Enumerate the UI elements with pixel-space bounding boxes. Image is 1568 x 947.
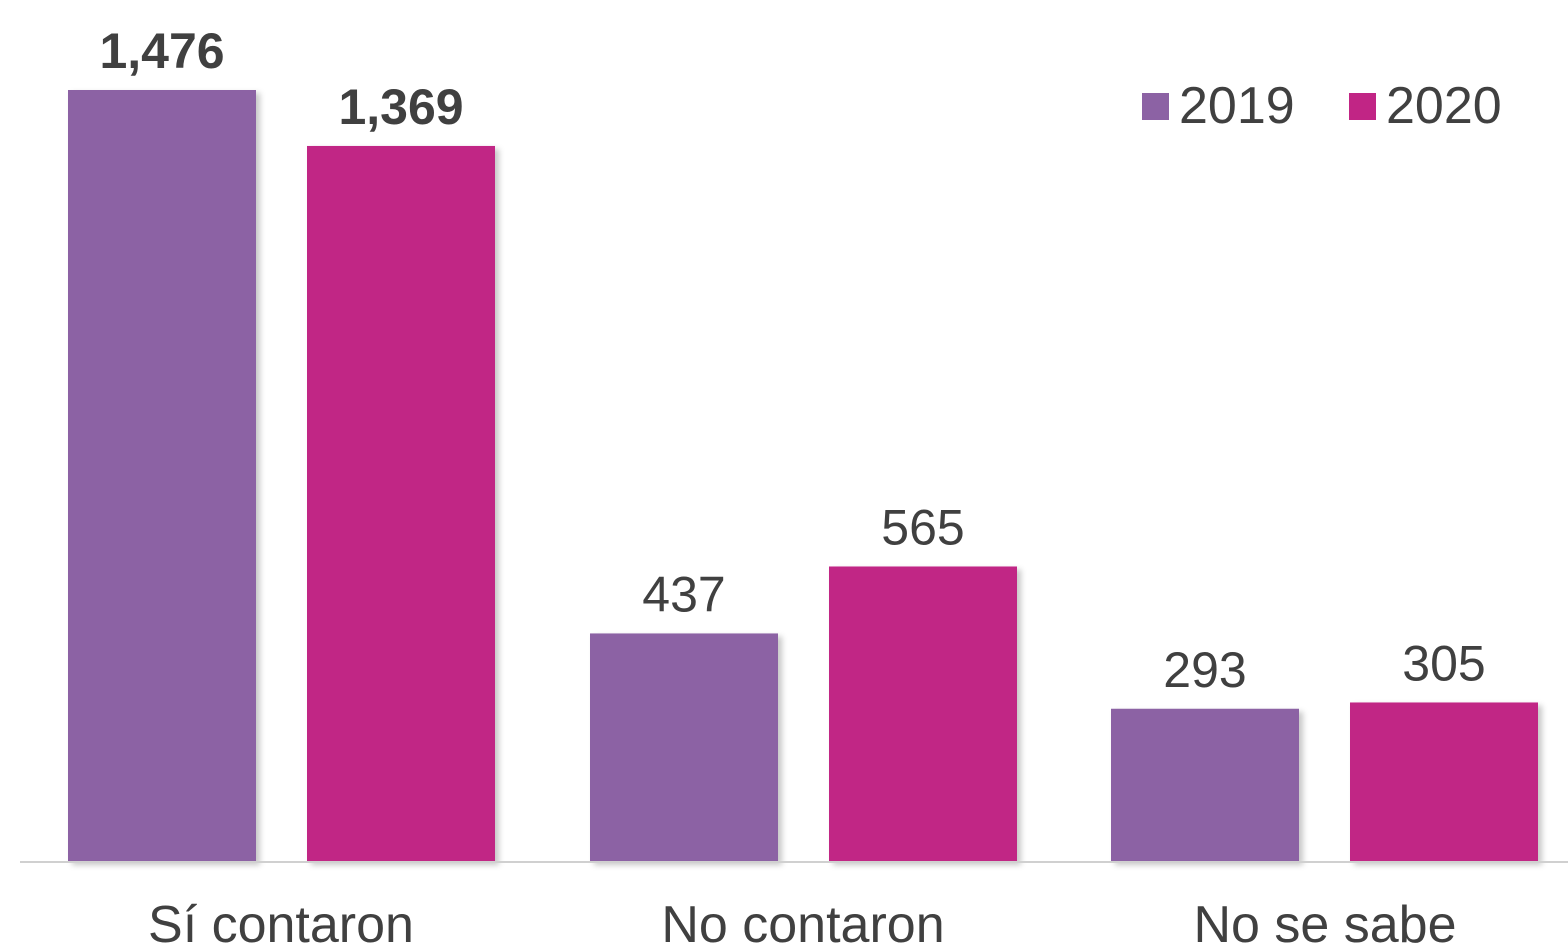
bar-2019-2 [1111, 708, 1299, 862]
x-tick-labels: Sí contaron No contaron No se sabe [148, 896, 1457, 947]
bar-2019-0 [68, 90, 256, 862]
legend-item-2020: 2020 [1349, 77, 1502, 135]
data-label-2020-2: 305 [1402, 635, 1485, 691]
legend-label-2019: 2019 [1179, 77, 1295, 135]
data-label-2019-2: 293 [1163, 642, 1246, 698]
data-label-2019-1: 437 [642, 566, 725, 622]
bar-2020-0 [307, 145, 495, 862]
x-tick-label-1: No contaron [661, 896, 944, 947]
legend-swatch-2019 [1142, 92, 1169, 120]
bar-2019-1 [590, 633, 778, 862]
bar-2020-2 [1350, 702, 1538, 862]
x-tick-label-2: No se sabe [1193, 896, 1456, 947]
bars-layer [68, 90, 1538, 862]
legend-item-2019: 2019 [1142, 77, 1295, 135]
data-label-2019-0: 1,476 [99, 23, 224, 79]
x-tick-label-0: Sí contaron [148, 896, 414, 947]
legend-swatch-2020 [1349, 92, 1376, 120]
data-label-2020-1: 565 [881, 499, 964, 555]
data-label-2020-0: 1,369 [338, 79, 463, 135]
labels-layer: 1,476 1,369 437 565 293 305 [99, 23, 1485, 698]
bar-2020-1 [829, 566, 1017, 862]
legend-label-2020: 2020 [1386, 77, 1502, 135]
